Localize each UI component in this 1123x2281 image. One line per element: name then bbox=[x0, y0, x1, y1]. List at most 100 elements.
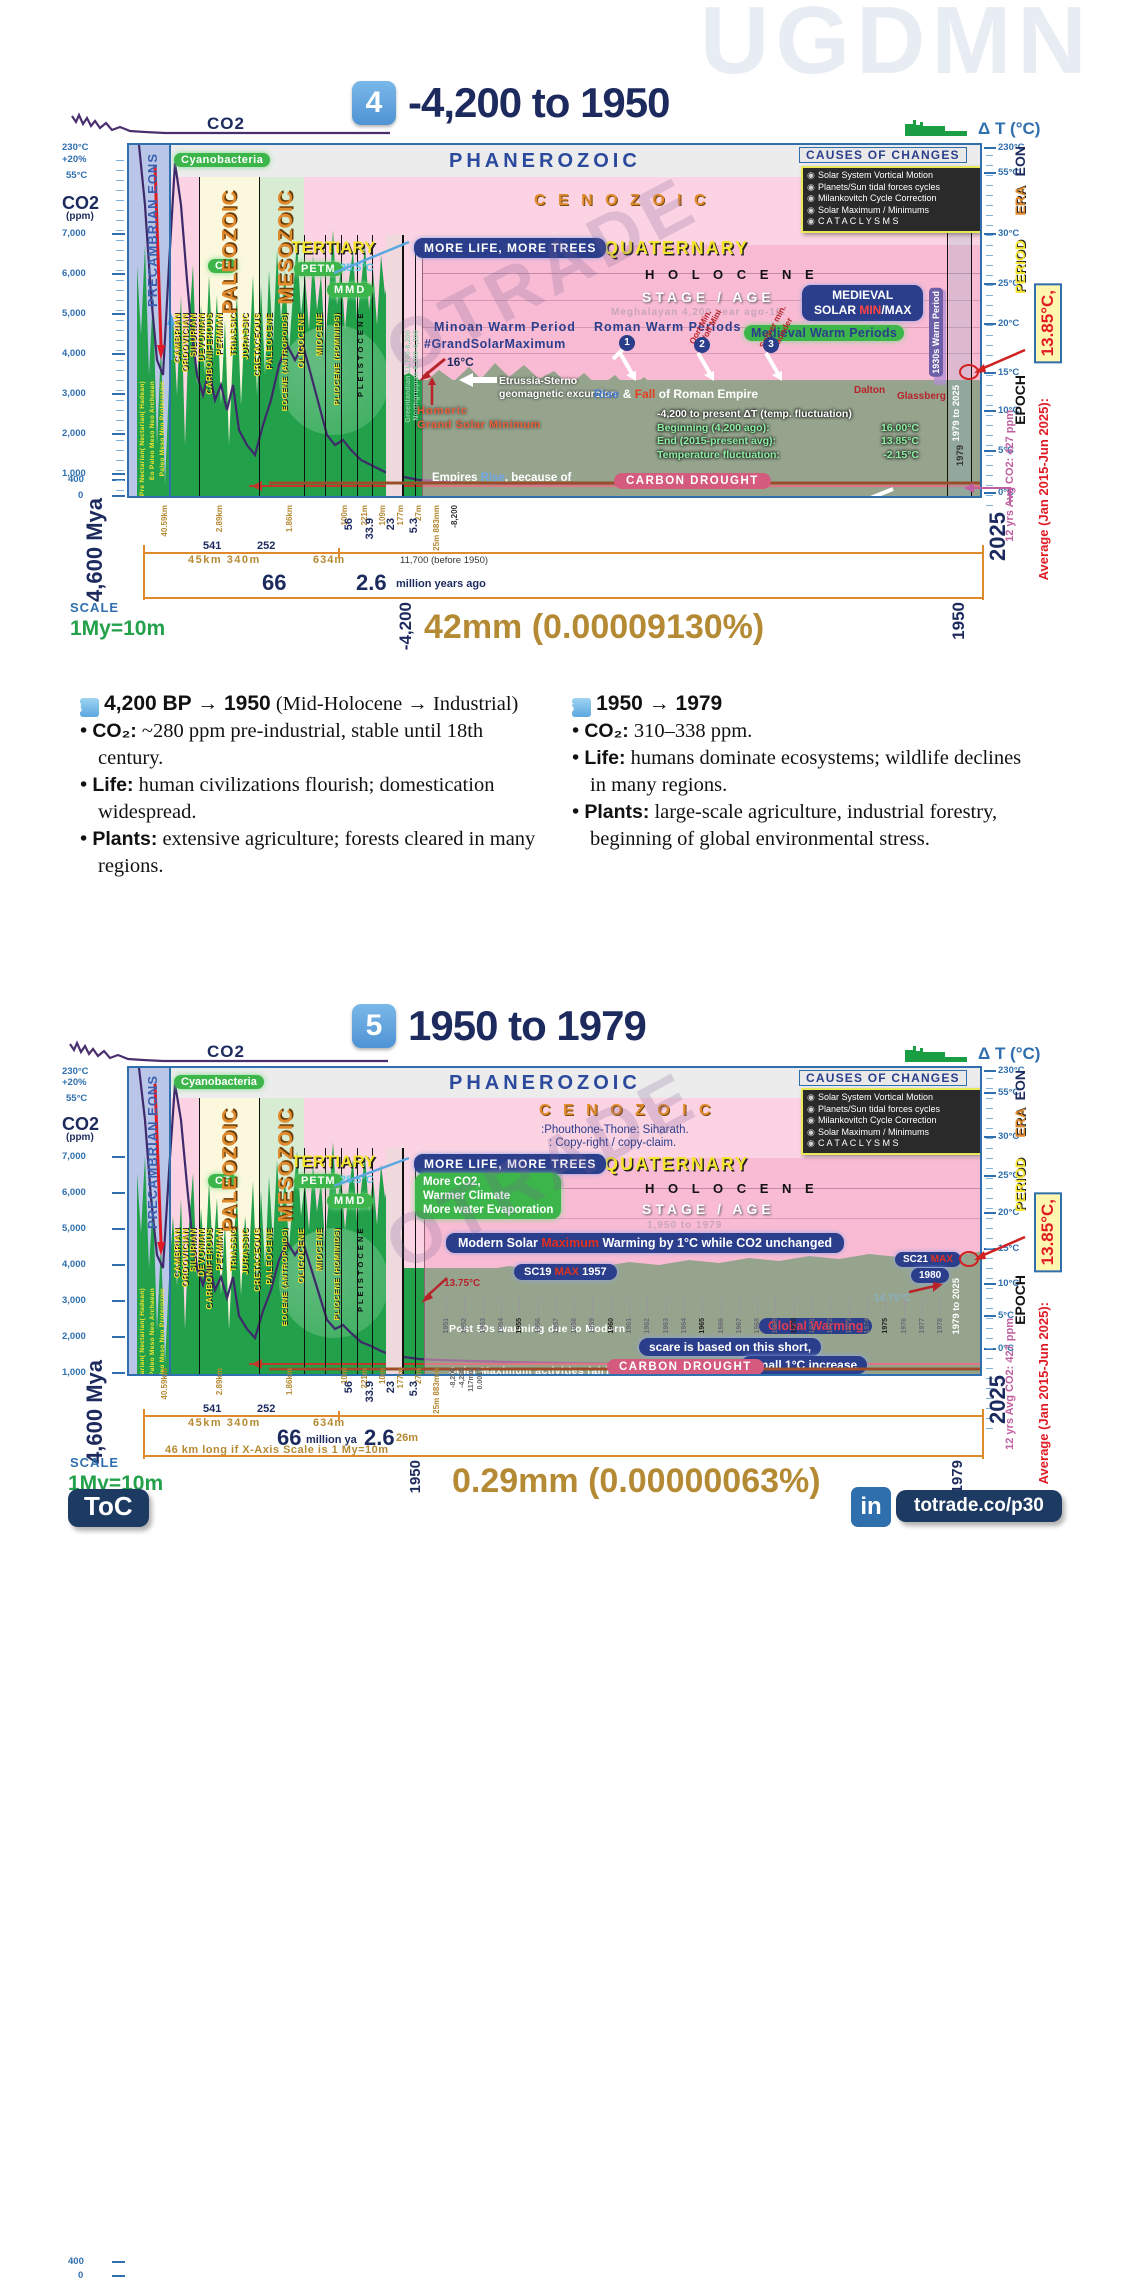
bullet-term-0: CO₂: bbox=[584, 720, 629, 742]
right-minor-25 bbox=[986, 1328, 993, 1329]
chart1-cooling-arrow bbox=[870, 487, 894, 496]
chart2-sc21: SC21 MAX bbox=[895, 1252, 962, 1267]
right-minor-10 bbox=[986, 255, 993, 256]
dt-sparkline-1 bbox=[905, 120, 967, 136]
right-tick-5: 15°C bbox=[998, 1243, 1020, 1254]
chart2-causes-box: ◉ Solar System Vortical Motion ◉ Planets/Su… bbox=[801, 1088, 980, 1155]
y-minor-1 bbox=[116, 170, 124, 171]
year-tick-1975 bbox=[885, 1298, 887, 1316]
y-minor-25 bbox=[116, 410, 124, 411]
chart2-period: QUATERNARY bbox=[604, 1154, 749, 1174]
year-tick-1978 bbox=[940, 1298, 942, 1316]
chart1-homeric-arrow bbox=[428, 377, 436, 405]
y-tick-3: 4,000 bbox=[62, 1259, 86, 1270]
toc-button[interactable]: ToC bbox=[68, 1489, 149, 1527]
right-tick-3: 25°C bbox=[998, 278, 1020, 289]
chart1-bottom-1950: 1950 bbox=[949, 602, 968, 640]
year-tick-1974 bbox=[866, 1298, 868, 1316]
y-tick-2: 5,000 bbox=[62, 308, 86, 319]
geo-permian: PERMIAN bbox=[214, 1228, 224, 1271]
chart2-period-row: PERIOD bbox=[1012, 1158, 1028, 1212]
eye-icon-4: ◉ bbox=[807, 1138, 815, 1149]
smallnote-3: 0.0017 bbox=[477, 1368, 484, 1390]
right-minor-22 bbox=[986, 375, 993, 376]
chart1-co2-label: CO2 bbox=[207, 114, 245, 133]
y-minor-13 bbox=[116, 290, 124, 291]
body-right: 5 1950 → 1979 • CO₂: 310–338 ppm. • Life:… bbox=[567, 690, 1032, 853]
age-5.3: 5.3 bbox=[408, 518, 420, 534]
chart1-medieval-warm: Medieval Warm Periods bbox=[744, 325, 905, 341]
right-tick-2: 30°C bbox=[998, 1131, 1020, 1142]
chart2-cyanobacteria: Cyanobacteria bbox=[174, 1075, 264, 1089]
url-button[interactable]: totrade.co/p30 bbox=[896, 1490, 1062, 1522]
right-minor-8 bbox=[986, 235, 993, 236]
chart1-glassberg: Glassberg bbox=[897, 391, 946, 402]
chart2-era: C E N O Z O I C bbox=[539, 1102, 715, 1119]
chart2-bottom-1950: 1950 bbox=[407, 1460, 424, 1494]
y-tick-1: 6,000 bbox=[62, 1187, 86, 1198]
right-minor-20 bbox=[986, 355, 993, 356]
chart2-temp-start: 13.75°C bbox=[444, 1278, 481, 1289]
right-minor-22 bbox=[986, 1298, 993, 1299]
chart2-age-26: 2.6 bbox=[364, 1425, 395, 1450]
geo-miocene: MIOCENE bbox=[314, 313, 324, 357]
chart2-copyright-1: :Phouthone-Thone: Siharath. bbox=[541, 1124, 689, 1136]
right-tick-mark-6 bbox=[984, 1283, 996, 1285]
y-minor-16 bbox=[116, 320, 124, 321]
epoch-col-0: Greenlandian 11,700-8,200 bbox=[405, 330, 412, 423]
chart2-modern-solar: Modern Solar Maximum Warming by 1°C whil… bbox=[446, 1233, 845, 1253]
y-minor-7 bbox=[116, 230, 124, 231]
co2-sparkline-1 bbox=[71, 112, 390, 135]
right-minor-34 bbox=[986, 1418, 993, 1419]
cause-item-0: ◉ Solar System Vortical Motion bbox=[807, 1092, 980, 1104]
y2-tick-0: 0 bbox=[78, 2270, 84, 2281]
chart2-ce: CE bbox=[208, 1174, 238, 1188]
chart1-1930s-warm: 1930s Warm Period bbox=[929, 288, 943, 377]
chart1-span-2: 11,700 (before 1950) bbox=[400, 555, 489, 566]
body-left-heading-bold: 4,200 BP → 1950 bbox=[104, 692, 271, 715]
right-minor-33 bbox=[986, 1408, 993, 1409]
year-tick-1953 bbox=[482, 1298, 484, 1316]
chart2-value-box: 13.85°C, bbox=[1034, 1192, 1062, 1273]
right-tick-6: 10°C bbox=[998, 1278, 1020, 1289]
chart1-petm-pointer bbox=[334, 240, 410, 275]
y-tick-0: 7,000 bbox=[62, 1151, 86, 1162]
delta-value-2: -2.15°C bbox=[883, 448, 919, 461]
y-tick-4: 3,000 bbox=[62, 388, 86, 399]
geo-carboniferous: CARBONIFEROUS bbox=[204, 1228, 214, 1310]
right-minor-32 bbox=[986, 1398, 993, 1399]
chart1-empires-1: Empires Rise, because of bbox=[432, 472, 572, 484]
y-tick-3: 4,000 bbox=[62, 348, 86, 359]
chart1-right-2025: 2025 bbox=[985, 512, 1010, 561]
bullet-dot-2: • bbox=[572, 801, 585, 823]
right-minor-30 bbox=[986, 1378, 993, 1379]
chart1-causes-box: ◉ Solar System Vortical Motion ◉ Planets/Su… bbox=[801, 166, 980, 233]
bullet-dot-2: • bbox=[80, 828, 93, 850]
y2-tick-mark-0 bbox=[112, 2275, 125, 2277]
chart1-ytop-1: +20% bbox=[62, 154, 87, 165]
right-tick-mark-2 bbox=[984, 1136, 996, 1138]
right-minor-21 bbox=[986, 1288, 993, 1289]
right-tick-4: 20°C bbox=[998, 318, 1020, 329]
chart2-tertiary: TERTIARY bbox=[291, 1152, 376, 1171]
cause-label-3: Solar Maximum / Minimums bbox=[818, 1126, 930, 1137]
chart2-mya-unit: million ya bbox=[306, 1434, 357, 1446]
right-tick-8: 0°C bbox=[998, 487, 1014, 498]
linkedin-icon[interactable]: in bbox=[851, 1487, 891, 1527]
chart2-span-0: 45km 340m bbox=[188, 1417, 261, 1429]
chart1-gsm: #GrandSolarMaximum bbox=[424, 337, 566, 351]
chart1-etrussia-arrow bbox=[459, 373, 497, 387]
chart1-1385-pointer bbox=[959, 348, 1026, 380]
y-tick-2: 5,000 bbox=[62, 1223, 86, 1234]
right-tick-mark-0 bbox=[984, 1070, 996, 1072]
age-33.9: 33.9 bbox=[364, 1381, 376, 1403]
right-tick-mark-7 bbox=[984, 1315, 996, 1317]
bullet-item-2: • Plants: extensive agriculture; forests… bbox=[80, 826, 550, 880]
chart1-marker-2: 2 bbox=[694, 337, 710, 353]
geo-paleocene: PALEOCENE bbox=[264, 313, 274, 370]
year-tick-1958 bbox=[574, 1298, 576, 1316]
cause-item-1: ◉ Planets/Sun tidal forces cycles bbox=[807, 1104, 980, 1116]
eye-icon-2: ◉ bbox=[807, 193, 815, 204]
right-minor-18 bbox=[986, 335, 993, 336]
chart1-title: 4 -4,200 to 1950 bbox=[352, 79, 671, 127]
